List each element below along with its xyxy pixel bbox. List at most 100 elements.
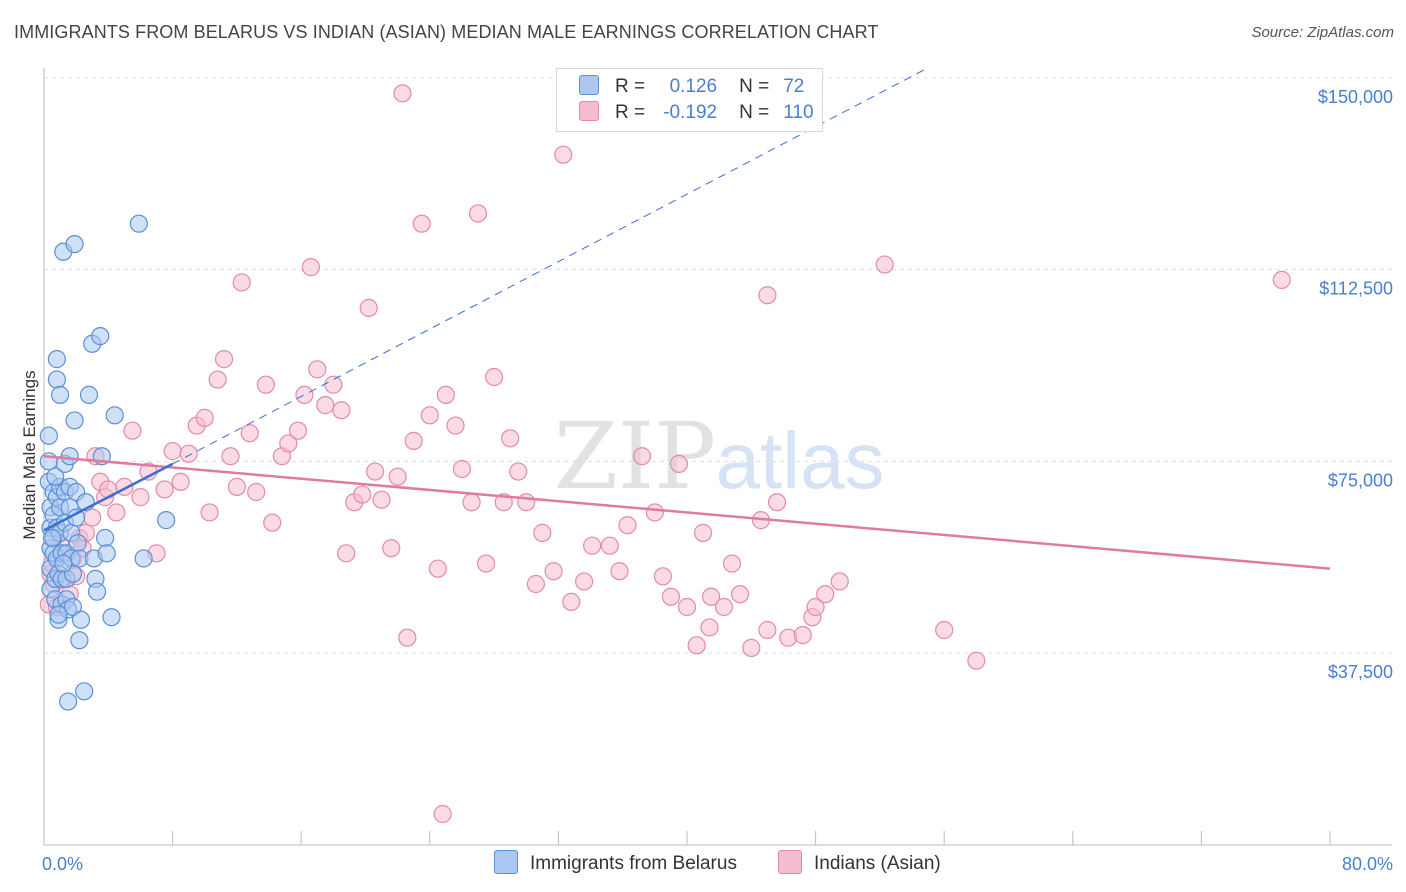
point-indians-99 bbox=[767, 493, 787, 512]
point-indians-35 bbox=[227, 477, 246, 496]
point-indians-86 bbox=[653, 567, 672, 586]
point-indians-53 bbox=[359, 298, 378, 318]
point-belarus-67 bbox=[42, 528, 62, 548]
point-indians-49 bbox=[332, 401, 351, 420]
point-indians-92 bbox=[702, 587, 721, 606]
point-indians-46 bbox=[308, 360, 327, 379]
point-belarus-14 bbox=[47, 350, 66, 369]
point-indians-64 bbox=[446, 416, 465, 435]
y-axis-label: Median Male Earnings bbox=[20, 370, 39, 539]
point-indians-28 bbox=[179, 444, 198, 463]
point-belarus-71 bbox=[46, 467, 65, 486]
point-indians-72 bbox=[509, 462, 528, 481]
legend-n-label: N = bbox=[739, 76, 770, 97]
point-belarus-51 bbox=[71, 610, 91, 629]
trend-lines bbox=[43, 67, 1331, 570]
point-indians-21 bbox=[123, 421, 142, 440]
point-indians-44 bbox=[295, 385, 314, 404]
bottom-legend-label-indians: Indians (Asian) bbox=[814, 853, 941, 874]
point-indians-57 bbox=[388, 467, 407, 486]
legend-r-label: R = bbox=[615, 102, 646, 123]
point-indians-59 bbox=[404, 431, 423, 450]
point-belarus-36 bbox=[59, 692, 78, 711]
bottom-legend-indians: Indians (Asian) bbox=[778, 850, 941, 875]
legend-n-value-indians: 110 bbox=[783, 102, 814, 123]
point-indians-34 bbox=[221, 447, 240, 466]
point-belarus-37 bbox=[60, 447, 79, 466]
point-indians-42 bbox=[279, 434, 298, 453]
point-indians-22 bbox=[131, 488, 150, 507]
axis-labels: $37,500 $75,000 $112,500 $150,000 0.0% 80.0% M… bbox=[20, 87, 1393, 874]
point-belarus-65 bbox=[134, 549, 153, 568]
point-indians-108 bbox=[967, 651, 986, 670]
point-belarus-15 bbox=[47, 370, 66, 389]
point-indians-30 bbox=[195, 408, 214, 427]
point-indians-93 bbox=[714, 597, 734, 617]
point-indians-74 bbox=[526, 574, 545, 594]
point-belarus-21 bbox=[50, 385, 70, 404]
trend-line-indians bbox=[43, 454, 1331, 570]
point-indians-84 bbox=[632, 447, 652, 466]
point-belarus-48 bbox=[68, 534, 87, 553]
bottom-legend-label-belarus: Immigrants from Belarus bbox=[530, 853, 737, 874]
point-indians-80 bbox=[583, 536, 602, 555]
point-indians-14 bbox=[83, 508, 102, 527]
point-indians-88 bbox=[669, 454, 689, 473]
point-belarus-1 bbox=[39, 452, 58, 471]
point-indians-19 bbox=[107, 503, 126, 522]
point-indians-50 bbox=[337, 544, 356, 563]
point-belarus-53 bbox=[79, 385, 99, 404]
point-indians-90 bbox=[687, 636, 706, 655]
y-tick-label-2: $112,500 bbox=[1319, 279, 1393, 299]
point-indians-104 bbox=[816, 585, 835, 604]
point-belarus-66 bbox=[157, 511, 176, 530]
point-indians-26 bbox=[163, 442, 182, 461]
point-indians-105 bbox=[830, 572, 849, 591]
point-indians-73 bbox=[517, 493, 536, 512]
point-indians-95 bbox=[730, 585, 750, 604]
point-indians-110 bbox=[393, 84, 412, 103]
point-belarus-45 bbox=[65, 411, 84, 430]
series-indians-asian-points bbox=[39, 84, 1291, 824]
watermark: ZIP atlas bbox=[554, 403, 885, 510]
point-indians-82 bbox=[610, 562, 629, 581]
point-indians-79 bbox=[575, 572, 594, 591]
point-belarus-52 bbox=[75, 682, 94, 701]
point-indians-68 bbox=[476, 554, 496, 573]
point-belarus-0 bbox=[39, 426, 58, 445]
point-indians-48 bbox=[324, 375, 343, 394]
legend-r-value-indians: -0.192 bbox=[663, 102, 718, 123]
point-indians-83 bbox=[618, 516, 637, 535]
point-indians-78 bbox=[562, 592, 581, 611]
point-belarus-43 bbox=[63, 597, 83, 617]
point-indians-91 bbox=[693, 523, 713, 542]
point-indians-63 bbox=[436, 385, 455, 404]
point-indians-81 bbox=[600, 536, 619, 555]
x-tick-label-min: 0.0% bbox=[42, 854, 83, 874]
point-indians-111 bbox=[433, 804, 452, 824]
correlation-legend: R = 0.126 N = 72 R = -0.192 N = 110 bbox=[556, 68, 823, 132]
point-indians-40 bbox=[263, 513, 282, 532]
point-indians-113 bbox=[758, 286, 777, 305]
point-indians-71 bbox=[501, 429, 520, 448]
point-indians-25 bbox=[155, 480, 174, 499]
bottom-legend-swatch-indians bbox=[778, 850, 802, 874]
point-belarus-68 bbox=[49, 605, 68, 624]
point-indians-27 bbox=[171, 472, 190, 491]
point-indians-87 bbox=[661, 587, 681, 606]
grid-lines bbox=[44, 77, 1392, 654]
point-indians-58 bbox=[398, 628, 417, 647]
point-indians-43 bbox=[288, 421, 308, 440]
legend-n-value-belarus: 72 bbox=[783, 76, 805, 97]
point-indians-103 bbox=[806, 597, 825, 617]
point-indians-69 bbox=[485, 367, 504, 387]
legend-row-indians: R = -0.192 N = 110 bbox=[579, 101, 814, 127]
point-indians-76 bbox=[544, 562, 563, 581]
point-belarus-63 bbox=[105, 406, 124, 425]
point-indians-32 bbox=[208, 370, 227, 389]
y-tick-label-0: $37,500 bbox=[1328, 662, 1393, 682]
bottom-legend-belarus: Immigrants from Belarus bbox=[494, 850, 737, 875]
bottom-legend-swatch-belarus bbox=[494, 850, 518, 874]
source-label: Source: ZipAtlas.com bbox=[1251, 24, 1394, 41]
